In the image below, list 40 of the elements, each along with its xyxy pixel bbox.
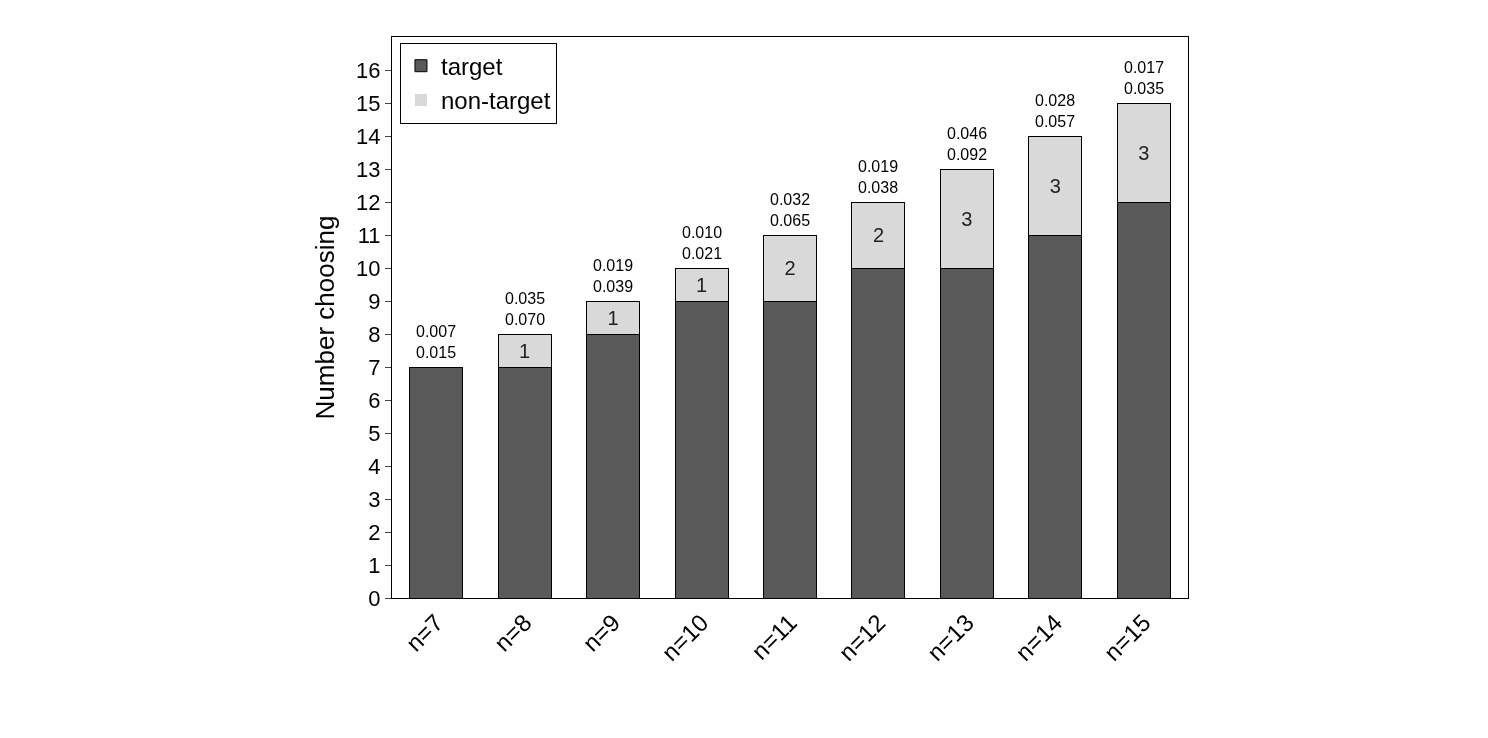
y-tick-label: 8 xyxy=(368,321,381,347)
y-tick-label: 7 xyxy=(368,354,381,380)
y-tick-label: 12 xyxy=(356,189,381,215)
y-tick-label: 10 xyxy=(356,255,381,281)
y-tick-label: 16 xyxy=(356,57,381,83)
data-label: 1 xyxy=(607,306,619,329)
y-tick-label: 13 xyxy=(356,156,381,182)
data-label: 2 xyxy=(784,257,796,279)
data-label: 1 xyxy=(695,273,708,296)
legend-label: target xyxy=(440,53,503,81)
data-label: 3 xyxy=(1049,174,1061,197)
annotation: 0.028 0.057 xyxy=(1035,92,1076,130)
y-tick-label: 11 xyxy=(357,222,381,248)
y-tick-label: 14 xyxy=(356,123,381,149)
legend-label: non-target xyxy=(440,87,551,115)
y-tick-label: 4 xyxy=(368,453,381,479)
annotation: 0.046 0.092 xyxy=(947,125,988,163)
annotation: 0.007 0.015 xyxy=(416,323,457,361)
y-tick-label: 5 xyxy=(368,420,381,446)
y-tick-label: 2 xyxy=(368,519,381,545)
y-tick-label: 0 xyxy=(368,585,381,611)
annotation: 0.019 0.038 xyxy=(858,158,899,196)
annotation: 0.017 0.035 xyxy=(1124,59,1165,97)
data-label: 2 xyxy=(872,224,885,246)
data-label: 3 xyxy=(1138,141,1150,164)
y-tick-label: 9 xyxy=(368,288,381,314)
x-tick-label: n=7 xyxy=(400,608,449,657)
y-axis-title: Number choosing xyxy=(309,215,340,420)
annotation: 0.019 0.039 xyxy=(593,257,634,295)
y-tick-label: 3 xyxy=(368,486,381,512)
annotation: 0.010 0.021 xyxy=(682,224,723,262)
annotation: 0.032 0.065 xyxy=(770,191,811,229)
x-tick-label: n=8 xyxy=(488,608,537,657)
x-tick-label: n=9 xyxy=(577,608,626,657)
y-tick-label: 15 xyxy=(356,90,381,116)
data-label: 1 xyxy=(519,339,531,362)
y-tick-label: 1 xyxy=(368,552,381,578)
y-tick-label: 6 xyxy=(368,387,381,413)
data-label: 3 xyxy=(961,207,973,230)
annotation: 0.035 0.070 xyxy=(505,290,546,328)
